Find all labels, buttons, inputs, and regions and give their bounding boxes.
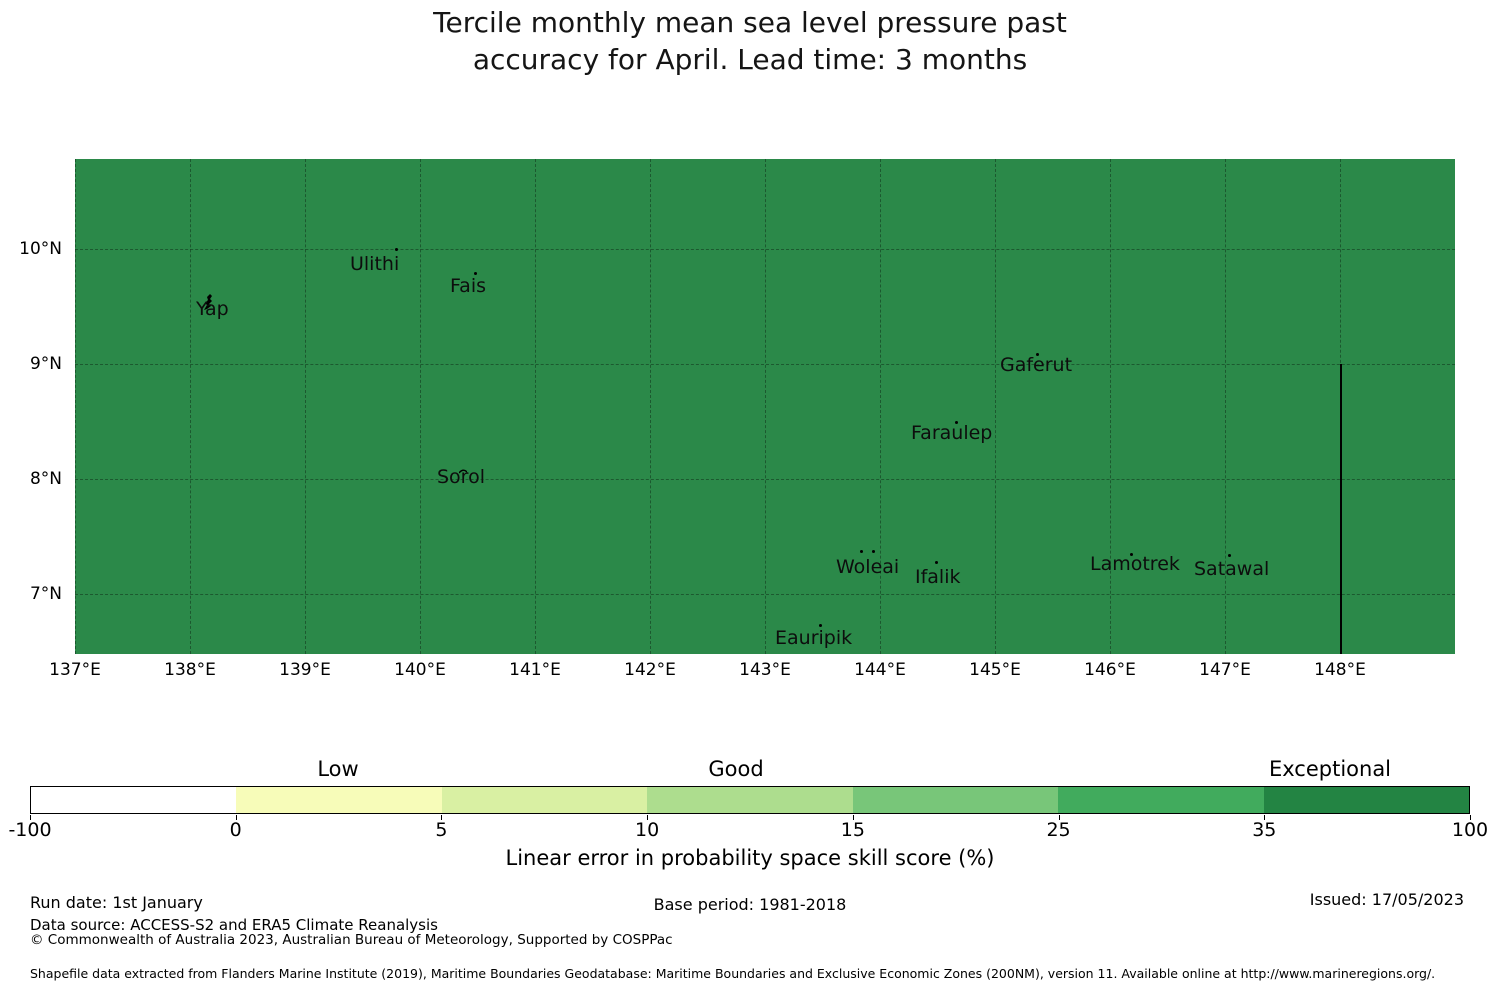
y-tick-label: 8°N [29,469,62,489]
chart-title: Tercile monthly mean sea level pressure … [0,4,1500,78]
map-gridline-horizontal [75,364,1455,365]
x-tick-label: 143°E [739,660,791,680]
colorbar-tick [235,815,237,820]
y-tick-label: 9°N [29,354,62,374]
colorbar-segment [31,787,237,813]
colorbar-tick [852,815,854,820]
map-gridline-vertical [765,159,766,654]
colorbar-tick [1264,815,1266,820]
island-marker-dot [955,421,958,424]
run-date-text: Run date: 1st January [30,893,203,912]
colorbar-tick-label: -100 [8,819,52,841]
map-gridline-horizontal [75,249,1455,250]
x-tick-label: 141°E [509,660,561,680]
map-gridline-vertical [75,159,76,654]
x-tick-label: 146°E [1084,660,1136,680]
x-tick-label: 137°E [49,660,101,680]
x-tick-label: 144°E [854,660,906,680]
island-marker-dot [819,624,822,627]
x-tick-label: 147°E [1199,660,1251,680]
island-label: Woleai [836,556,900,578]
x-tick-label: 139°E [279,660,331,680]
y-tick-label: 7°N [29,584,62,604]
island-marker-dot [935,561,938,564]
chart-title-line1: Tercile monthly mean sea level pressure … [433,6,1067,39]
base-period-text: Base period: 1981-2018 [653,895,847,914]
island-label: Gaferut [1000,354,1073,376]
x-tick-label: 148°E [1314,660,1366,680]
colorbar-tick-label: 15 [840,819,865,841]
yap-island-shape [201,293,216,316]
island-label: Satawal [1194,558,1270,580]
issued-date-text: Issued: 17/05/2023 [1309,890,1464,909]
island-marker-dot [395,248,398,251]
colorbar-segment [647,787,853,813]
map-gridline-horizontal [75,594,1455,595]
colorbar-segment [236,787,442,813]
island-marker-dot [1228,554,1231,557]
island-label: Faraulep [911,422,993,444]
eez-boundary-line [1340,364,1342,654]
island-label: Sorol [437,466,485,488]
colorbar-tick [1058,815,1060,820]
island-marker-dot [474,272,477,275]
colorbar-tick [441,815,443,820]
map-gridline-vertical [535,159,536,654]
colorbar-tick-label: 35 [1252,819,1277,841]
colorbar-tick [1470,815,1471,820]
island-marker-dot [860,550,863,553]
colorbar-segment [852,787,1059,813]
shapefile-note-text: Shapefile data extracted from Flanders M… [30,966,1436,981]
map-gridline-vertical [880,159,881,654]
x-tick-label: 142°E [624,660,676,680]
island-label: Fais [450,275,487,297]
chart-title-line2: accuracy for April. Lead time: 3 months [472,43,1028,76]
island-marker-dot [872,550,875,553]
island-label: Yap [196,298,229,320]
map-gridline-vertical [420,159,421,654]
x-tick-label: 138°E [164,660,216,680]
map-gridline-vertical [1225,159,1226,654]
map-area: Yap Ulithi Fais Sorol Gaferut Faraulep Woleai I… [75,159,1455,654]
island-label: Lamotrek [1090,553,1180,575]
colorbar-title: Linear error in probability space skill … [505,846,995,870]
colorbar-tick-label: 5 [435,819,448,841]
data-source-text: Data source: ACCESS-S2 and ERA5 Climate … [30,916,438,934]
map-gridline-vertical [190,159,191,654]
colorbar-segment [1263,787,1469,813]
copyright-text: © Commonwealth of Australia 2023, Austra… [30,932,673,948]
y-tick-label: 10°N [19,239,62,259]
map-gridline-vertical [995,159,996,654]
map-gridline-horizontal [75,479,1455,480]
island-label: Eauripik [775,627,853,649]
colorbar-tick-label: 0 [229,819,242,841]
colorbar-category-label: Good [708,757,764,781]
x-tick-label: 145°E [969,660,1021,680]
colorbar-tick [30,815,31,820]
island-marker-dot [1130,553,1133,556]
colorbar-tick [647,815,649,820]
colorbar-category-label: Exceptional [1268,757,1392,781]
colorbar-tick-label: 100 [1451,819,1489,841]
sorol-island-shape [458,459,468,478]
colorbar-category-label: Low [317,757,359,781]
colorbar [30,786,1470,814]
map-gridline-vertical [1110,159,1111,654]
colorbar-tick-label: 25 [1046,819,1071,841]
island-label: Ifalik [915,566,961,588]
island-label: Ulithi [350,253,400,275]
map-gridline-vertical [650,159,651,654]
x-tick-label: 140°E [394,660,446,680]
colorbar-segment [1058,787,1264,813]
colorbar-segment [441,787,648,813]
island-marker-dot [1036,353,1039,356]
colorbar-tick-label: 10 [635,819,660,841]
map-gridline-vertical [305,159,306,654]
